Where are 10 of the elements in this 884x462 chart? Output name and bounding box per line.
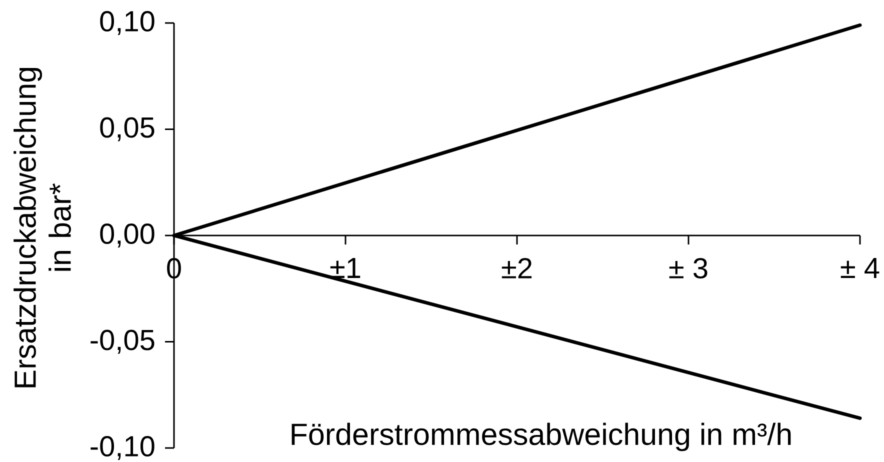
x-tick-label: ± 3: [669, 258, 708, 279]
x-tick-label: ±2: [502, 258, 532, 278]
y-tick-label: -0,10: [90, 436, 154, 460]
y-tick-label: -0,05: [90, 330, 154, 354]
y-tick-label: 0,10: [100, 11, 154, 35]
y-tick-label: 0,00: [100, 224, 154, 248]
y-axis-title: Ersatzdruckabweichung in bar*: [14, 68, 71, 388]
y-tick-label: 0,05: [100, 117, 154, 142]
x-axis-title: Förderstrommessabweichung in m³/h: [292, 422, 791, 452]
x-tick-label: ± 4: [840, 258, 880, 278]
